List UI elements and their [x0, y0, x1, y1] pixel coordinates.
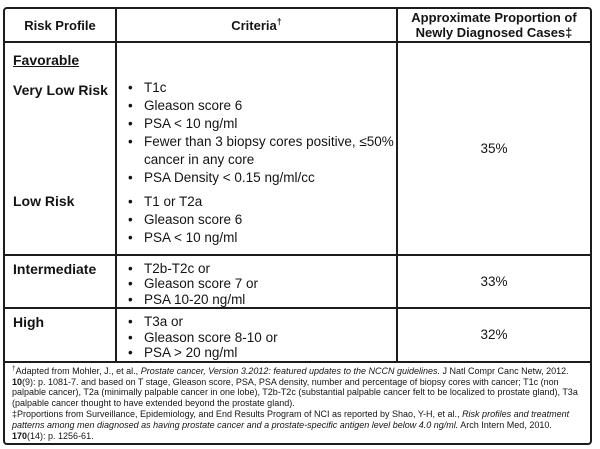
criteria-bullet: T3a or — [117, 314, 396, 330]
risk-label-very-low-risk: Very Low Risk — [13, 82, 108, 99]
criteria-bullet: Gleason score 7 or — [117, 276, 396, 292]
header-cell-risk-profile: Risk Profile — [5, 9, 117, 42]
criteria-bullet: T1c — [117, 79, 396, 97]
favorable-risk-profile-cell: Favorable Very Low Risk Low Risk — [5, 43, 117, 254]
criteria-bullet: PSA > 20 ng/ml — [117, 345, 396, 361]
criteria-list-low-risk: T1 or T2aGleason score 6PSA < 10 ng/ml — [117, 193, 396, 247]
intermediate-row: Intermediate T2b-T2c orGleason score 7 o… — [5, 255, 590, 310]
header-label-criteria: Criteria† — [231, 16, 282, 33]
footnote-segment: (14): p. 1256-61. — [27, 431, 94, 442]
footnote-segment: (9): p. 1081-7. and based on T stage, Gl… — [12, 376, 578, 409]
proportion-intermediate: 33% — [480, 273, 508, 289]
favorable-group-row: Favorable Very Low Risk Low Risk T1cGlea… — [5, 43, 590, 256]
criteria-bullet: Gleason score 8-10 or — [117, 330, 396, 346]
intermediate-criteria-cell: T2b-T2c orGleason score 7 orPSA 10-20 ng… — [117, 255, 398, 308]
footnote-segment: 10 — [12, 376, 23, 387]
high-risk-profile-cell: High — [5, 309, 117, 361]
footnote-proportions-source: ‡Proportions from Surveillance, Epidemio… — [12, 409, 584, 442]
criteria-list-very-low-risk: T1cGleason score 6PSA < 10 ng/mlFewer th… — [117, 79, 396, 187]
criteria-bullet: PSA < 10 ng/ml — [117, 229, 396, 247]
criteria-bullet: Gleason score 6 — [117, 97, 396, 115]
favorable-proportion-cell: 35% — [398, 43, 590, 253]
high-criteria-cell: T3a orGleason score 8-10 orPSA > 20 ng/m… — [117, 309, 398, 361]
proportion-high: 32% — [480, 327, 508, 343]
criteria-bullet: T1 or T2a — [117, 193, 396, 211]
risk-label-low-risk: Low Risk — [13, 193, 75, 210]
criteria-bullet: T2b-T2c or — [117, 261, 396, 277]
footnote-segment: Arch Intern Med, 2010. — [458, 420, 552, 431]
dagger-marker: † — [276, 16, 282, 27]
criteria-bullet: Fewer than 3 biopsy cores positive, ≤50%… — [117, 133, 396, 169]
criteria-bullet: Gleason score 6 — [117, 211, 396, 229]
footnote-segment: ‡Proportions from Surveillance, Epidemio… — [12, 409, 463, 420]
header-label-risk-profile: Risk Profile — [24, 17, 96, 33]
proportion-favorable: 35% — [480, 141, 508, 157]
risk-label-intermediate: Intermediate — [13, 260, 97, 277]
high-proportion-cell: 32% — [398, 309, 590, 361]
footnote-segment: Prostate cancer, Version 3.2012: feature… — [140, 365, 441, 376]
favorable-criteria-cell: T1cGleason score 6PSA < 10 ng/mlFewer th… — [117, 43, 398, 254]
footnote-segment: † — [12, 364, 16, 372]
footnote-segment: Adapted from Mohler, J., et al., — [15, 365, 141, 376]
footnote-segment: J Natl Compr Canc Netw, 2012. — [440, 365, 569, 376]
high-row: High T3a orGleason score 8-10 orPSA > 20… — [5, 309, 590, 363]
criteria-bullet: PSA Density < 0.15 ng/ml/cc — [117, 169, 396, 187]
header-cell-proportion: Approximate Proportion of Newly Diagnose… — [398, 9, 590, 41]
risk-label-favorable: Favorable — [13, 52, 80, 69]
criteria-bullet: PSA < 10 ng/ml — [117, 115, 396, 133]
criteria-list-intermediate: T2b-T2c orGleason score 7 orPSA 10-20 ng… — [117, 256, 396, 308]
criteria-bullet: PSA 10-20 ng/ml — [117, 292, 396, 308]
risk-label-high: High — [13, 314, 45, 331]
header-cell-criteria: Criteria† — [117, 9, 398, 42]
footnote-segment: Risk profiles and treatment patterns amo… — [12, 409, 570, 431]
intermediate-risk-profile-cell: Intermediate — [5, 255, 117, 308]
footnotes-section: †Adapted from Mohler, J., et al., Prosta… — [5, 363, 590, 443]
footnote-adapted-criteria: †Adapted from Mohler, J., et al., Prosta… — [12, 364, 584, 410]
header-label-proportion: Approximate Proportion of Newly Diagnose… — [411, 10, 577, 41]
risk-profile-table: Risk Profile Criteria† Approximate Propo… — [3, 7, 592, 445]
table-header-row: Risk Profile Criteria† Approximate Propo… — [5, 9, 590, 44]
footnote-segment: 170 — [12, 431, 28, 442]
criteria-list-high: T3a orGleason score 8-10 orPSA > 20 ng/m… — [117, 309, 396, 361]
intermediate-proportion-cell: 33% — [398, 256, 590, 308]
